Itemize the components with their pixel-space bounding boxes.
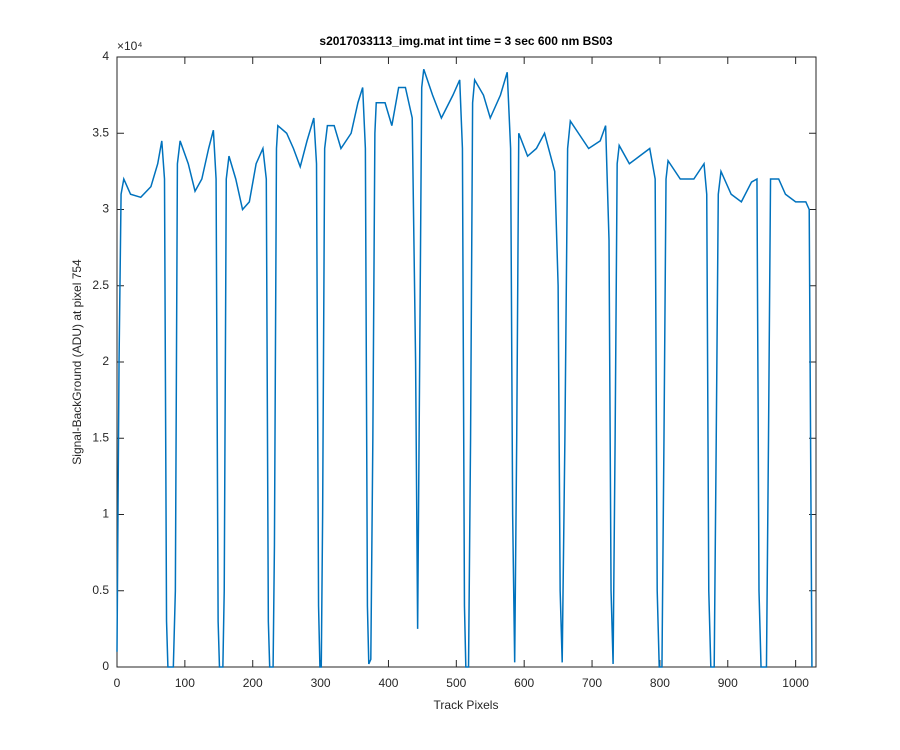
x-tick-label: 500 bbox=[446, 676, 466, 690]
x-tick-label: 200 bbox=[243, 676, 263, 690]
x-tick-label: 0 bbox=[114, 676, 121, 690]
axes-box bbox=[116, 56, 817, 668]
y-tick-label: 3.5 bbox=[92, 125, 109, 139]
y-tick-label: 3 bbox=[102, 202, 109, 216]
y-tick-label: 4 bbox=[102, 49, 109, 63]
x-tick-label: 700 bbox=[582, 676, 602, 690]
y-tick-label: 2.5 bbox=[92, 278, 109, 292]
x-tick-label: 400 bbox=[378, 676, 398, 690]
x-tick-label: 900 bbox=[718, 676, 738, 690]
x-tick-label: 600 bbox=[514, 676, 534, 690]
x-axis-label: Track Pixels bbox=[434, 698, 499, 712]
y-axis-label: Signal-BackGround (ADU) at pixel 754 bbox=[70, 259, 84, 465]
y-tick-label: 1 bbox=[102, 507, 109, 521]
y-tick-label: 0.5 bbox=[92, 583, 109, 597]
x-tick-label: 300 bbox=[311, 676, 331, 690]
data-line bbox=[116, 68, 813, 668]
x-tick-label: 1000 bbox=[782, 676, 809, 690]
y-exponent: ×10⁴ bbox=[117, 39, 143, 53]
y-tick-label: 1.5 bbox=[92, 430, 109, 444]
chart-title: s2017033113_img.mat int time = 3 sec 600… bbox=[319, 34, 613, 48]
y-tick-label: 0 bbox=[102, 659, 109, 673]
x-tick-label: 100 bbox=[175, 676, 195, 690]
x-tick-label: 800 bbox=[650, 676, 670, 690]
y-tick-label: 2 bbox=[102, 354, 109, 368]
